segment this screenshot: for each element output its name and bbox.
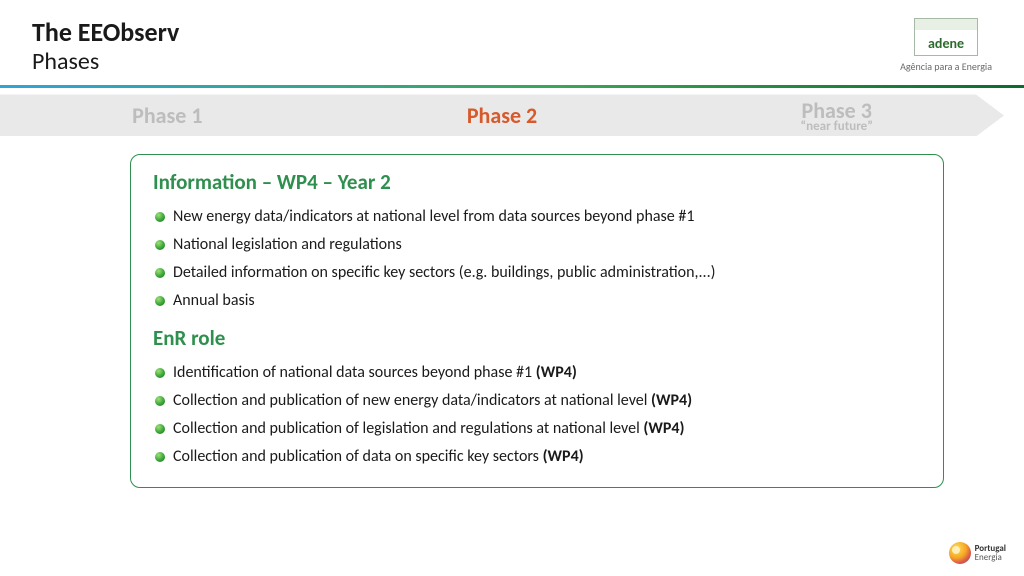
list-item-suffix: (WP4) (536, 363, 577, 382)
title-main: The EEObserv (32, 18, 179, 48)
section-2-list: Identification of national data sources … (153, 359, 921, 471)
list-item-text: Collection and publication of new energy… (173, 391, 651, 410)
section-2-title: EnR role (153, 325, 921, 351)
title-block: The EEObserv Phases (32, 18, 179, 75)
section-1-title: Information – WP4 – Year 2 (153, 169, 921, 195)
list-item: Detailed information on specific key sec… (153, 259, 921, 287)
list-item: National legislation and regulations (153, 231, 921, 259)
phase-2-label: Phase 2 (335, 102, 670, 129)
phase-3-subtitle: “near future” (669, 120, 1004, 133)
list-item: Collection and publication of data on sp… (153, 443, 921, 471)
portugal-energia-icon (949, 542, 971, 564)
portugal-energia-text: Portugal Energia (975, 544, 1006, 562)
portugal-energia-logo: Portugal Energia (949, 542, 1006, 564)
list-item: New energy data/indicators at national l… (153, 203, 921, 231)
content-box: Information – WP4 – Year 2 New energy da… (130, 154, 944, 488)
phase-3-label: Phase 3 “near future” (669, 98, 1004, 133)
list-item-suffix: (WP4) (651, 391, 692, 410)
section-1-list: New energy data/indicators at national l… (153, 203, 921, 315)
list-item-text: Collection and publication of legislatio… (173, 419, 643, 438)
phase-1-label: Phase 1 (0, 102, 335, 129)
adene-logo-box: adene (914, 18, 978, 56)
slide-header: The EEObserv Phases adene Agência para a… (0, 0, 1024, 85)
adene-logo: adene Agência para a Energia (900, 18, 992, 73)
list-item-suffix: (WP4) (643, 419, 684, 438)
adene-logo-tagline: Agência para a Energia (900, 60, 992, 73)
list-item: Collection and publication of legislatio… (153, 415, 921, 443)
list-item: Collection and publication of new energy… (153, 387, 921, 415)
footer-brand-sub: Energia (975, 552, 1002, 563)
list-item: Annual basis (153, 287, 921, 315)
list-item-text: Identification of national data sources … (173, 363, 536, 382)
phase-labels: Phase 1 Phase 2 Phase 3 “near future” (0, 94, 1004, 136)
list-item: Identification of national data sources … (153, 359, 921, 387)
title-sub: Phases (32, 48, 179, 76)
gradient-rule (0, 85, 1024, 88)
list-item-text: Collection and publication of data on sp… (173, 447, 543, 466)
list-item-suffix: (WP4) (543, 447, 584, 466)
phase-arrow-bar: Phase 1 Phase 2 Phase 3 “near future” (0, 94, 1004, 136)
